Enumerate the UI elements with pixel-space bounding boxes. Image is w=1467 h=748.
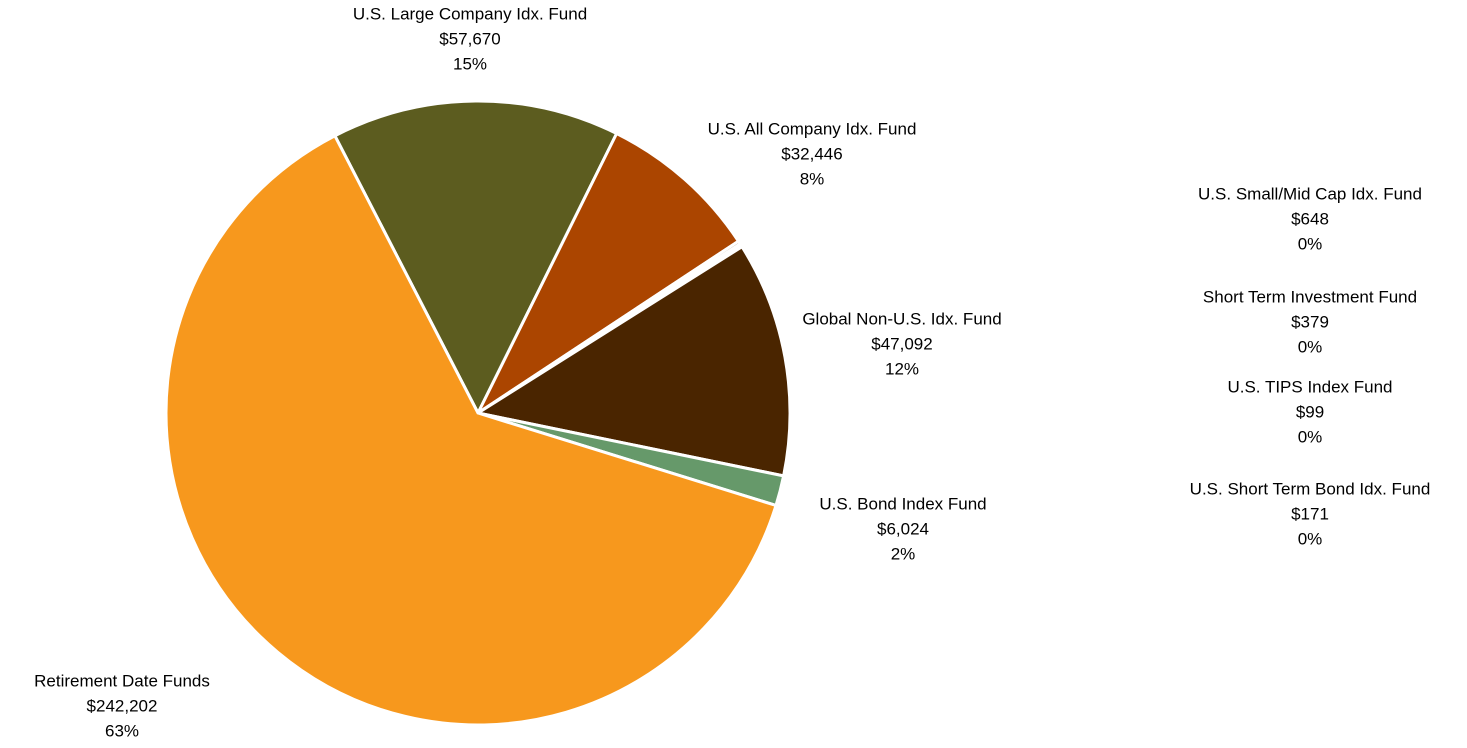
value-label: $379: [1291, 312, 1329, 331]
percent-label: 15%: [453, 54, 487, 73]
value-label: $6,024: [877, 519, 929, 538]
value-label: $47,092: [871, 334, 932, 353]
slice-label: Global Non-U.S. Idx. Fund: [802, 309, 1001, 328]
percent-label: 63%: [105, 721, 139, 740]
percent-label: 0%: [1298, 427, 1323, 446]
pie-slice: [474, 131, 741, 418]
slice-label: Short Term Investment Fund: [1203, 287, 1417, 306]
value-label: $171: [1291, 504, 1329, 523]
slice-label: U.S. All Company Idx. Fund: [708, 119, 917, 138]
slice-label: U.S. TIPS Index Fund: [1227, 377, 1392, 396]
slice-label: Retirement Date Funds: [34, 671, 210, 690]
percent-label: 0%: [1298, 234, 1323, 253]
pie-slice: [474, 244, 792, 478]
percent-label: 0%: [1298, 529, 1323, 548]
value-label: $32,446: [781, 144, 842, 163]
pie-slice: [164, 133, 778, 727]
value-label: $57,670: [439, 29, 500, 48]
slice-label: U.S. Short Term Bond Idx. Fund: [1190, 479, 1431, 498]
percent-label: 12%: [885, 359, 919, 378]
percent-label: 2%: [891, 544, 916, 563]
slice-label: U.S. Small/Mid Cap Idx. Fund: [1198, 184, 1422, 203]
percent-label: 8%: [800, 169, 825, 188]
slice-label: U.S. Large Company Idx. Fund: [353, 4, 587, 23]
value-label: $99: [1296, 402, 1324, 421]
slice-label: U.S. Bond Index Fund: [819, 494, 986, 513]
value-label: $242,202: [87, 696, 158, 715]
pie-slice: [332, 99, 619, 417]
percent-label: 0%: [1298, 337, 1323, 356]
value-label: $648: [1291, 209, 1329, 228]
